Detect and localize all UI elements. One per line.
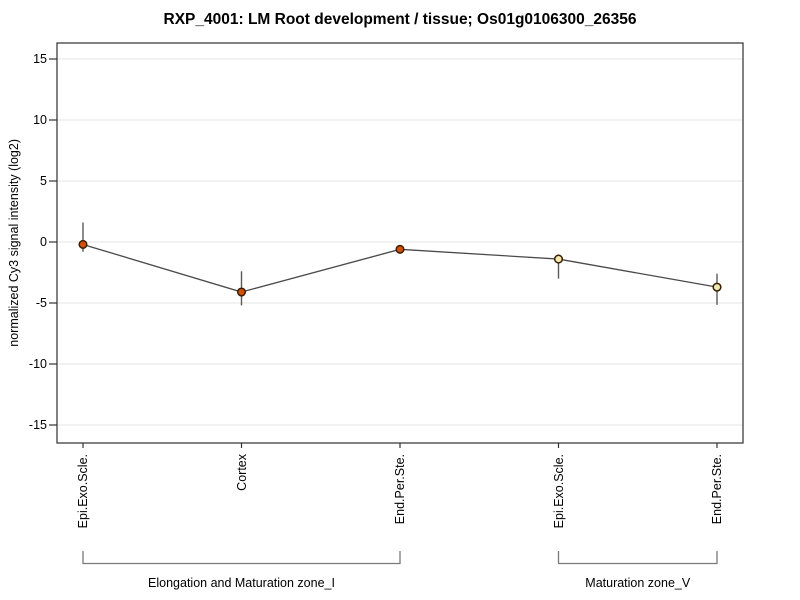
plot-border: [56, 42, 744, 444]
group-bracket: [557, 551, 718, 565]
chart-title: RXP_4001: LM Root development / tissue; …: [163, 11, 637, 28]
data-point: [236, 287, 247, 297]
data-point: [553, 254, 564, 264]
data-point: [78, 239, 88, 249]
data-point: [712, 282, 722, 292]
group-bracket: [82, 551, 401, 565]
data-point: [395, 244, 405, 254]
